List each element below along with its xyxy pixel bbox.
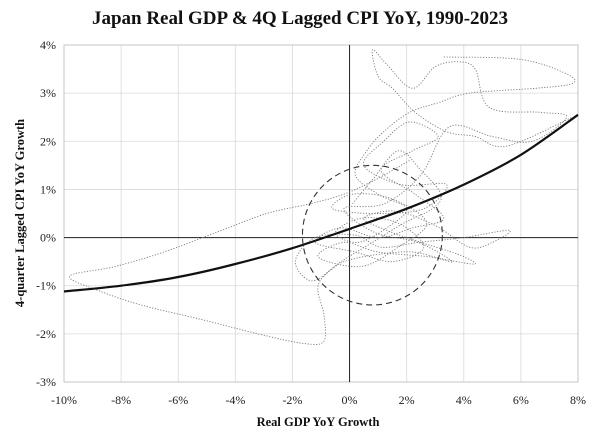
- x-tick-label: 4%: [456, 393, 472, 407]
- x-tick-label: 8%: [570, 393, 586, 407]
- y-tick-label: 3%: [40, 86, 56, 100]
- zero-axes: [64, 45, 578, 382]
- data-path-1: [314, 49, 576, 268]
- x-tick-label: 6%: [513, 393, 529, 407]
- trend-curve-layer: [63, 113, 579, 293]
- trend-curve: [63, 113, 579, 293]
- x-tick-label: -6%: [168, 393, 188, 407]
- y-tick-label: 1%: [40, 182, 56, 196]
- chart-title: Japan Real GDP & 4Q Lagged CPI YoY, 1990…: [92, 8, 508, 29]
- y-tick-label: 0%: [40, 231, 56, 245]
- plot-frame: [63, 44, 579, 383]
- dashed-circle: [301, 164, 443, 306]
- x-tick-label: 2%: [399, 393, 415, 407]
- x-tick-label: 0%: [342, 393, 358, 407]
- y-axis-label: 4-quarter Lagged CPI YoY Growth: [13, 119, 27, 307]
- y-tick-label: -3%: [36, 375, 56, 389]
- grid-lines: [63, 44, 579, 383]
- y-tick-label: 2%: [40, 134, 56, 148]
- y-tick-label: 4%: [40, 38, 56, 52]
- circle-annotation-layer: [301, 164, 443, 306]
- y-tick-label: -1%: [36, 279, 56, 293]
- x-tick-label: -8%: [111, 393, 131, 407]
- x-tick-label: -10%: [51, 393, 77, 407]
- x-tick-labels: -10% -8% -6% -4% -2% 0% 2% 4% 6% 8%: [51, 393, 586, 407]
- data-paths: [69, 49, 576, 345]
- y-tick-label: -2%: [36, 327, 56, 341]
- x-axis-label: Real GDP YoY Growth: [257, 415, 380, 429]
- y-tick-labels: -3% -2% -1% 0% 1% 2% 3% 4%: [36, 38, 56, 389]
- data-path-2: [69, 150, 511, 345]
- x-tick-label: -4%: [225, 393, 245, 407]
- x-tick-label: -2%: [282, 393, 302, 407]
